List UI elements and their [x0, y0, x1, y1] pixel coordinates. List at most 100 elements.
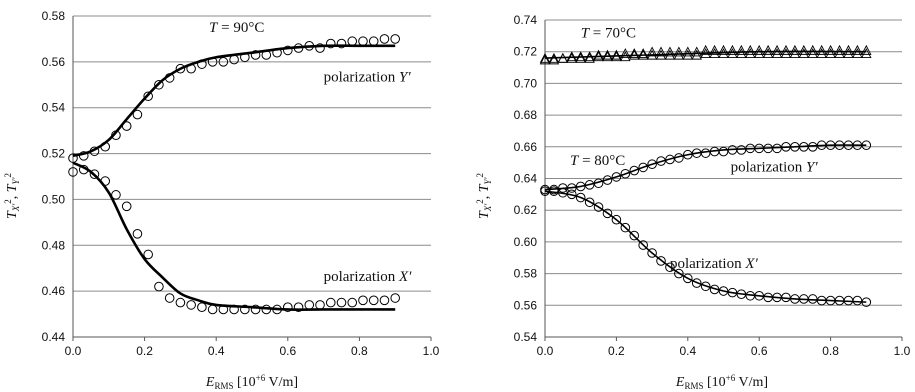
data-point-triangle [646, 49, 658, 60]
x-tick-label: 0.8 [822, 344, 839, 358]
data-point-circle [358, 295, 368, 306]
data-point-circle [207, 57, 218, 67]
data-point-circle [121, 201, 132, 212]
data-point-circle [807, 294, 818, 304]
data-point-circle [347, 297, 358, 308]
data-point-triangle [620, 51, 631, 62]
y-axis-label: TX′2, TY′2 [475, 173, 493, 219]
data-point-circle [629, 165, 640, 176]
data-point-triangle [682, 49, 694, 60]
data-point-triangle [718, 44, 729, 55]
fit-curve [544, 144, 867, 191]
data-point-triangle [548, 52, 560, 63]
data-point-circle [250, 304, 261, 315]
y-tick-label: 0.56 [514, 298, 538, 312]
data-point-circle [575, 181, 586, 192]
data-point-circle [261, 50, 272, 60]
data-point-triangle [736, 44, 747, 55]
y-tick-label: 0.68 [514, 108, 538, 122]
data-point-triangle [807, 44, 818, 55]
data-point-circle [132, 229, 143, 239]
data-point-triangle [727, 44, 738, 55]
data-point-circle [683, 149, 693, 160]
y-tick-label: 0.60 [514, 235, 538, 249]
data-point-circle [656, 156, 666, 166]
x-axis-label: ERMS [10+6 V/m] [205, 373, 298, 391]
data-point-triangle [548, 54, 560, 65]
data-point-triangle [584, 52, 595, 63]
data-point-circle [229, 304, 239, 315]
y-tick-label: 0.58 [514, 267, 538, 281]
data-point-triangle [789, 44, 801, 55]
data-point-triangle [771, 44, 783, 55]
data-point-triangle [816, 44, 827, 55]
data-point-circle [154, 281, 164, 292]
data-point-triangle [637, 48, 649, 58]
data-point-triangle [575, 52, 586, 63]
data-point-triangle [709, 44, 720, 55]
data-point-circle [700, 148, 711, 158]
x-tick-label: 0.8 [351, 344, 368, 358]
data-point-circle [665, 154, 675, 165]
data-point-circle [593, 202, 604, 212]
y-tick-label: 0.52 [42, 147, 66, 161]
annotation-text: T = 80°C [570, 153, 625, 169]
data-point-circle [68, 167, 78, 177]
data-point-circle [861, 140, 872, 151]
data-point-circle [638, 162, 648, 173]
data-point-circle [164, 293, 175, 303]
data-point-circle [674, 268, 684, 279]
data-point-circle [700, 281, 711, 292]
data-point-circle [549, 186, 559, 196]
y-tick-labels: 0.54 0.56 0.58 0.60 0.62 0.64 0.66 0.68 0.70 0.72… [514, 13, 538, 344]
data-point-triangle [629, 48, 640, 58]
data-point-triangle [834, 44, 845, 55]
annotation-text: polarization Y′ [324, 69, 412, 85]
data-point-triangle [745, 48, 756, 58]
y-tick-label: 0.72 [514, 45, 538, 59]
chart-right: 0.54 0.56 0.58 0.60 0.62 0.64 0.66 0.68 0.70 0.72… [475, 13, 911, 391]
x-tick-label: 0.0 [537, 344, 554, 358]
data-point-triangle [718, 48, 729, 58]
data-point-triangle [682, 46, 694, 57]
data-point-circle [240, 52, 250, 63]
data-point-circle [593, 178, 604, 189]
data-point-circle [575, 192, 586, 203]
data-point-triangle [861, 44, 872, 55]
grid-lines [73, 15, 431, 338]
data-point-triangle [709, 48, 720, 58]
data-point-triangle [816, 48, 827, 58]
data-point-circle [197, 302, 207, 312]
y-tick-label: 0.64 [514, 172, 538, 186]
data-point-triangle [593, 51, 604, 62]
y-axis-label: TX′2, TY′2 [3, 173, 21, 219]
data-point-circle [250, 50, 261, 60]
data-point-triangle [780, 48, 792, 58]
data-point-circle [727, 287, 738, 298]
annotations: T = 90°C polarization Y′ polarization X′ [209, 20, 412, 285]
data-point-triangle [575, 51, 586, 62]
data-point-circle [620, 168, 631, 179]
data-point-triangle [664, 49, 676, 60]
data-point-triangle [753, 48, 765, 58]
data-point-circle [100, 141, 111, 152]
data-point-triangle [852, 44, 863, 55]
data-point-circle [283, 302, 293, 312]
data-point-circle [379, 34, 390, 44]
data-point-circle [132, 109, 143, 120]
data-point-circle [772, 143, 782, 154]
data-point-circle [611, 172, 622, 182]
data-point-circle [143, 91, 153, 102]
data-point-circle [566, 189, 577, 200]
data-point-circle [240, 304, 250, 315]
x-tick-label: 0.4 [208, 344, 225, 358]
data-point-circle [186, 300, 196, 310]
data-point-triangle [539, 52, 551, 63]
data-point-triangle [646, 46, 658, 57]
y-tick-label: 0.44 [42, 330, 66, 344]
data-point-circle [315, 300, 325, 310]
annotation-text: T = 90°C [209, 20, 264, 36]
data-point-circle [186, 63, 196, 74]
x-tick-labels: 0.0 0.2 0.4 0.6 0.8 1.0 [65, 344, 440, 358]
